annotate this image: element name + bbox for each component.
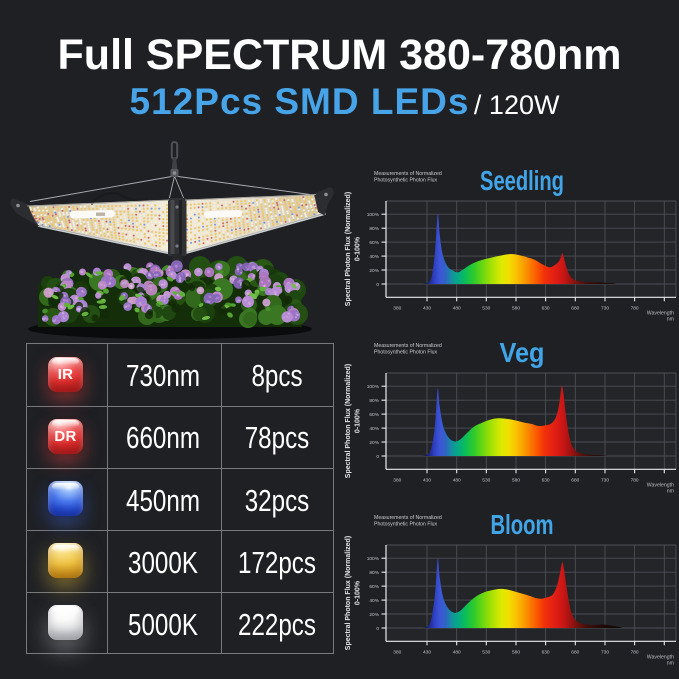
svg-text:380: 380 [393, 305, 401, 311]
svg-text:20%: 20% [369, 612, 379, 618]
svg-text:Photosynthetic Photon Flux: Photosynthetic Photon Flux [374, 178, 438, 184]
svg-text:Wavelength: Wavelength [647, 310, 674, 316]
svg-text:80%: 80% [369, 226, 379, 232]
svg-text:40%: 40% [369, 254, 379, 260]
svg-text:Veg: Veg [500, 337, 545, 368]
svg-text:630: 630 [542, 649, 550, 655]
svg-text:20%: 20% [369, 268, 379, 274]
svg-text:0: 0 [376, 282, 379, 288]
svg-text:780: 780 [631, 305, 639, 311]
svg-text:480: 480 [453, 649, 461, 655]
svg-text:40%: 40% [369, 426, 379, 432]
svg-text:630: 630 [542, 305, 550, 311]
svg-text:430: 430 [423, 649, 431, 655]
svg-text:680: 680 [571, 477, 579, 483]
svg-text:0: 0 [376, 454, 379, 460]
svg-text:Spectral Photon Flux (Normaliz: Spectral Photon Flux (Normalized) [345, 536, 352, 650]
svg-text:730: 730 [601, 305, 609, 311]
svg-text:Spectral Photon Flux (Normaliz: Spectral Photon Flux (Normalized) [345, 364, 352, 478]
svg-text:60%: 60% [369, 412, 379, 418]
svg-text:0-100%: 0-100% [355, 580, 362, 605]
svg-text:Photosynthetic Photon Flux: Photosynthetic Photon Flux [374, 350, 438, 356]
svg-text:Wavelength: Wavelength [647, 654, 674, 660]
svg-text:40%: 40% [369, 598, 379, 604]
svg-text:100%: 100% [367, 212, 380, 218]
svg-text:530: 530 [482, 305, 490, 311]
svg-text:730: 730 [601, 477, 609, 483]
svg-text:Seedling: Seedling [480, 165, 564, 196]
svg-text:80%: 80% [369, 570, 379, 576]
svg-text:680: 680 [571, 305, 579, 311]
svg-text:nm: nm [667, 488, 674, 494]
svg-text:580: 580 [512, 477, 520, 483]
svg-text:0-100%: 0-100% [355, 408, 362, 433]
svg-text:100%: 100% [367, 556, 380, 562]
svg-text:680: 680 [571, 649, 579, 655]
svg-text:Bloom: Bloom [491, 509, 554, 540]
svg-text:20%: 20% [369, 440, 379, 446]
svg-text:430: 430 [423, 477, 431, 483]
svg-text:nm: nm [667, 660, 674, 666]
svg-text:Measurements of Normalized: Measurements of Normalized [374, 515, 442, 521]
svg-text:380: 380 [393, 477, 401, 483]
svg-text:780: 780 [631, 477, 639, 483]
svg-text:60%: 60% [369, 584, 379, 590]
svg-text:Spectral Photon Flux (Normaliz: Spectral Photon Flux (Normalized) [345, 192, 352, 306]
svg-text:430: 430 [423, 305, 431, 311]
svg-text:380: 380 [393, 649, 401, 655]
svg-text:0-100%: 0-100% [355, 236, 362, 261]
svg-text:Photosynthetic Photon Flux: Photosynthetic Photon Flux [374, 522, 438, 528]
svg-text:480: 480 [453, 477, 461, 483]
svg-text:730: 730 [601, 649, 609, 655]
svg-text:630: 630 [542, 477, 550, 483]
svg-text:580: 580 [512, 305, 520, 311]
svg-text:80%: 80% [369, 398, 379, 404]
svg-text:530: 530 [482, 649, 490, 655]
svg-text:530: 530 [482, 477, 490, 483]
svg-text:Measurements of Normalized: Measurements of Normalized [374, 343, 442, 349]
svg-text:780: 780 [631, 649, 639, 655]
svg-text:100%: 100% [367, 384, 380, 390]
svg-text:480: 480 [453, 305, 461, 311]
svg-text:Measurements of Normalized: Measurements of Normalized [374, 171, 442, 177]
svg-text:60%: 60% [369, 240, 379, 246]
svg-text:580: 580 [512, 649, 520, 655]
svg-text:0: 0 [376, 626, 379, 632]
svg-text:Wavelength: Wavelength [647, 482, 674, 488]
svg-text:nm: nm [667, 316, 674, 322]
